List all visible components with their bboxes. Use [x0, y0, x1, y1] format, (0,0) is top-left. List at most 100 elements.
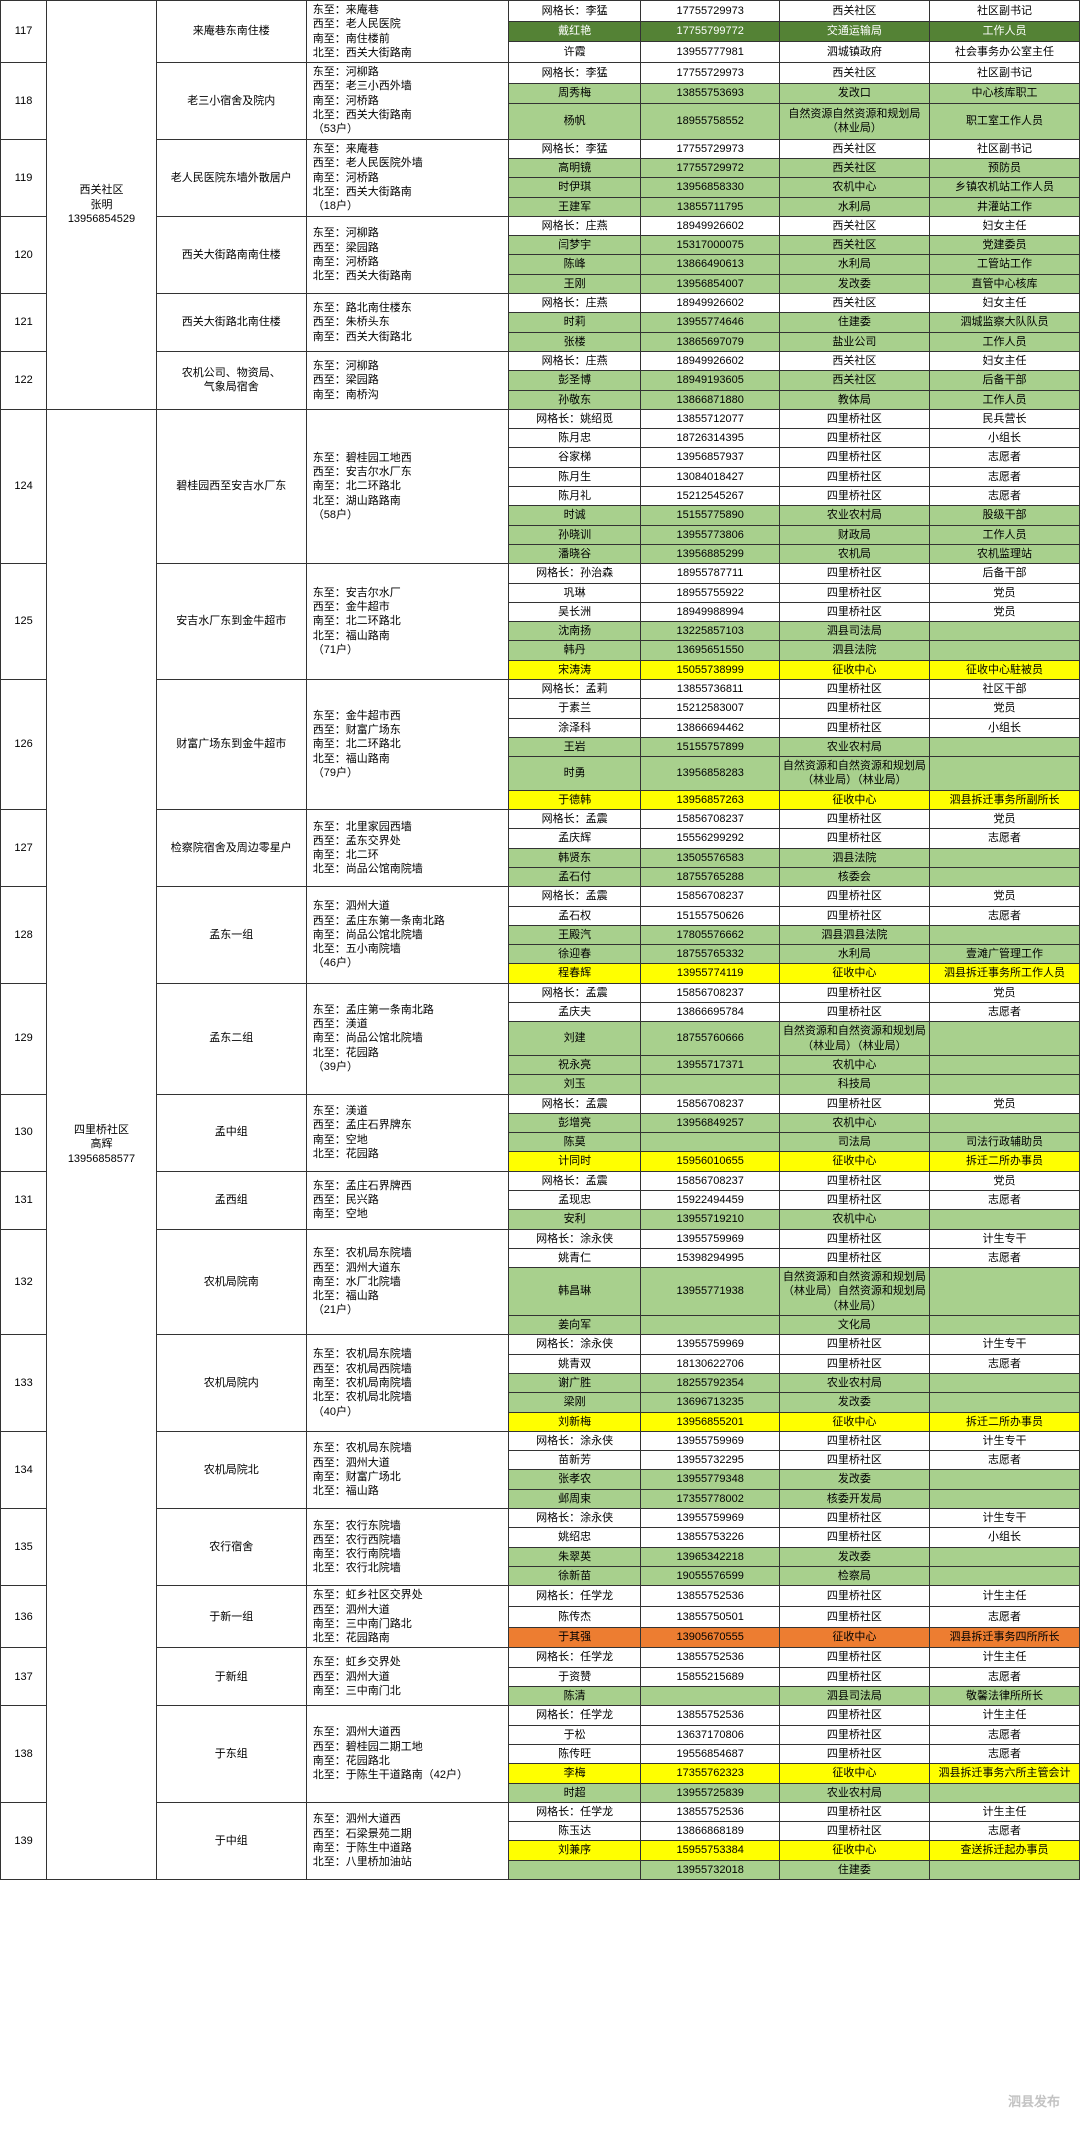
person-name: 高明镜	[508, 158, 641, 177]
unit: 四里桥社区	[779, 1744, 929, 1763]
phone: 13855752536	[641, 1802, 779, 1821]
unit: 四里桥社区	[779, 583, 929, 602]
role: 股级干部	[929, 506, 1079, 525]
person-name: 王建军	[508, 197, 641, 216]
role: 党员	[929, 1171, 1079, 1190]
role: 妇女主任	[929, 351, 1079, 370]
phone: 18755765332	[641, 945, 779, 964]
block-id: 132	[1, 1229, 47, 1335]
unit: 西关社区	[779, 63, 929, 83]
unit: 征收中心	[779, 1841, 929, 1860]
role: 民兵营长	[929, 409, 1079, 428]
phone	[641, 1687, 779, 1706]
person-name: 孙晓训	[508, 525, 641, 544]
person-name: 周秀梅	[508, 83, 641, 103]
unit: 征收中心	[779, 1152, 929, 1171]
area-name: 碧桂园西至安吉水厂东	[156, 409, 306, 563]
phone: 17755729972	[641, 158, 779, 177]
person-name: 网格长：孟震	[508, 810, 641, 829]
unit: 四里桥社区	[779, 429, 929, 448]
person-name: 陈传杰	[508, 1606, 641, 1627]
phone: 13084018427	[641, 467, 779, 486]
unit: 四里桥社区	[779, 564, 929, 583]
role: 志愿者	[929, 906, 1079, 925]
phone: 15956010655	[641, 1152, 779, 1171]
area-name: 农机公司、物资局、 气象局宿舍	[156, 351, 306, 409]
person-name: 谢广胜	[508, 1373, 641, 1392]
phone: 15055738999	[641, 660, 779, 679]
person-name: 程春辉	[508, 964, 641, 983]
area-name: 财富广场东到金牛超市	[156, 679, 306, 809]
phone: 13905670555	[641, 1627, 779, 1648]
phone: 13855711795	[641, 197, 779, 216]
phone: 13955774119	[641, 964, 779, 983]
boundary: 东至：农机局东院墙 西至：农机局西院墙 南至：农机局南院墙 北至：农机局北院墙 …	[306, 1335, 508, 1431]
block-id: 118	[1, 63, 47, 139]
unit: 四里桥社区	[779, 1248, 929, 1267]
boundary: 东至：泗州大道西 西至：石梁景苑二期 南至：于陈生中道路 北至：八里桥加油站	[306, 1802, 508, 1879]
role: 党员	[929, 887, 1079, 906]
person-name: 王殿汽	[508, 925, 641, 944]
person-name: 吴长洲	[508, 602, 641, 621]
phone	[641, 1316, 779, 1335]
person-name: 彭增亮	[508, 1113, 641, 1132]
unit: 核委会	[779, 867, 929, 886]
phone: 13955719210	[641, 1210, 779, 1229]
boundary: 东至：泗州大道 西至：孟庄东第一条南北路 南至：尚品公馆北院墙 北至：五小南院墙…	[306, 887, 508, 983]
phone: 13855712077	[641, 409, 779, 428]
role: 社区副书记	[929, 139, 1079, 158]
area-name: 孟中组	[156, 1094, 306, 1171]
person-name: 计同时	[508, 1152, 641, 1171]
role: 敬馨法律所所长	[929, 1687, 1079, 1706]
block-id: 122	[1, 351, 47, 409]
person-name: 孟石权	[508, 906, 641, 925]
role: 计生主任	[929, 1648, 1079, 1667]
person-name: 网格长：孟震	[508, 1171, 641, 1190]
unit: 农机中心	[779, 1055, 929, 1074]
unit: 发改委	[779, 274, 929, 293]
unit: 西关社区	[779, 216, 929, 235]
person-name: 姚青双	[508, 1354, 641, 1373]
role: 党员	[929, 699, 1079, 718]
role: 志愿者	[929, 1248, 1079, 1267]
role	[929, 622, 1079, 641]
person-name: 韩贤东	[508, 848, 641, 867]
person-name: 网格长：孙治森	[508, 564, 641, 583]
role	[929, 1566, 1079, 1585]
unit: 住建委	[779, 1860, 929, 1879]
person-name: 姜向军	[508, 1316, 641, 1335]
person-name: 刘玉	[508, 1075, 641, 1094]
person-name: 时伊琪	[508, 178, 641, 197]
boundary: 东至：虹乡交界处 西至：泗州大道 南至：三中南门北	[306, 1648, 508, 1706]
unit: 四里桥社区	[779, 887, 929, 906]
block-id: 134	[1, 1431, 47, 1508]
person-name: 苗新芳	[508, 1451, 641, 1470]
unit: 四里桥社区	[779, 1191, 929, 1210]
area-name: 孟西组	[156, 1171, 306, 1229]
role: 工作人员	[929, 390, 1079, 409]
area-name: 老人民医院东墙外散居户	[156, 139, 306, 216]
unit: 核委开发局	[779, 1489, 929, 1508]
phone: 17755799772	[641, 21, 779, 42]
unit: 发改委	[779, 1547, 929, 1566]
person-name: 网格长：涂永侠	[508, 1335, 641, 1354]
role	[929, 1547, 1079, 1566]
person-name: 陈清	[508, 1687, 641, 1706]
person-name: 张孝农	[508, 1470, 641, 1489]
person-name: 陈传旺	[508, 1744, 641, 1763]
role: 志愿者	[929, 1451, 1079, 1470]
role	[929, 867, 1079, 886]
unit: 征收中心	[779, 1627, 929, 1648]
role	[929, 641, 1079, 660]
person-name: 孟石付	[508, 867, 641, 886]
unit: 四里桥社区	[779, 602, 929, 621]
unit: 四里桥社区	[779, 448, 929, 467]
role: 志愿者	[929, 1744, 1079, 1763]
phone: 13965342218	[641, 1547, 779, 1566]
role: 计生主任	[929, 1586, 1079, 1607]
block-id: 131	[1, 1171, 47, 1229]
role	[929, 1113, 1079, 1132]
person-name: 徐迎春	[508, 945, 641, 964]
person-name: 陈月生	[508, 467, 641, 486]
area-name: 西关大街路北南住楼	[156, 294, 306, 352]
